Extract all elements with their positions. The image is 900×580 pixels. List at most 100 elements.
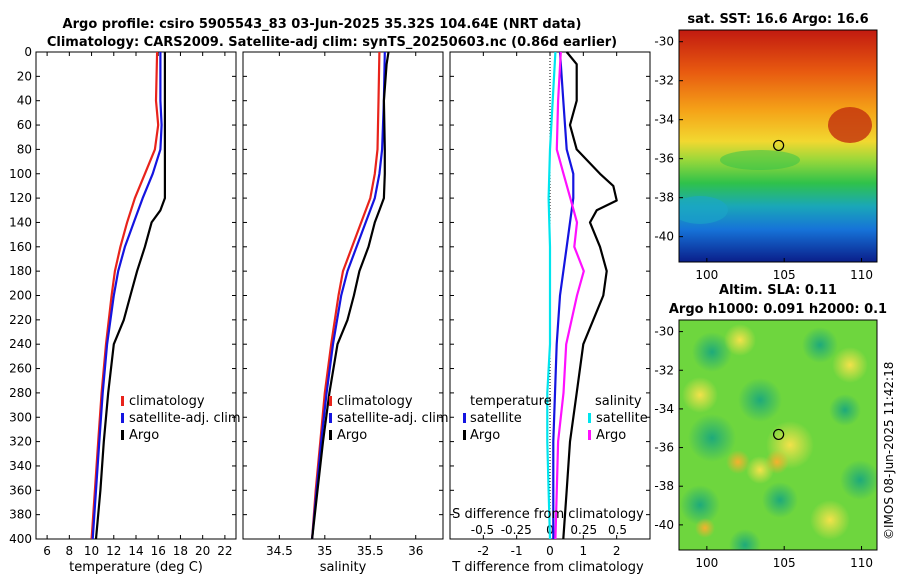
y-tick-label: 20 [17, 69, 32, 83]
x-tick-label: 16 [151, 544, 166, 558]
x-tick-label: 10 [84, 544, 99, 558]
sst-map-title: sat. SST: 16.6 Argo: 16.6 [687, 12, 868, 27]
lon-tick-label: 105 [773, 268, 796, 282]
y-tick-label: 120 [9, 191, 32, 205]
sla-map-frame [678, 319, 878, 551]
s-tick-label: -0.25 [501, 523, 532, 537]
x-tick-label: 20 [195, 544, 210, 558]
green-patch [720, 150, 800, 170]
lat-tick-label: -30 [654, 325, 674, 339]
sla-anomaly [840, 460, 877, 500]
lat-tick-label: -40 [654, 518, 674, 532]
salinity-axes [242, 51, 444, 540]
legend-label-climatology: climatology [337, 394, 413, 409]
y-tick-label: 340 [9, 459, 32, 473]
legend-title-temperature: temperature [470, 394, 552, 409]
s-tick-label: 0.5 [608, 523, 627, 537]
legend-swatch-t-argo [463, 430, 466, 440]
t-difference-axis: -2 -1 0 1 2 [477, 52, 620, 558]
series-argo [311, 51, 390, 540]
y-tick-label: 160 [9, 240, 32, 254]
legend-label-climatology: climatology [129, 394, 205, 409]
sla-anomaly [762, 482, 798, 518]
lon-tick-label: 110 [850, 556, 873, 570]
temperature-legend: climatology satellite-adj. clim Argo [121, 394, 241, 443]
y-tick-label: 80 [17, 142, 32, 156]
y-tick-label: 100 [9, 167, 32, 181]
series-t-argo [562, 51, 618, 540]
x-tick-label: 36 [408, 544, 423, 558]
series-argo [94, 52, 166, 540]
y-tick-label: 140 [9, 215, 32, 229]
x-tick-label: 34.5 [266, 544, 293, 558]
sst-field [679, 30, 877, 262]
sla-anomaly [724, 324, 756, 356]
lat-tick-label: -40 [654, 230, 674, 244]
salinity-legend: climatology satellite-adj. clim Argo [329, 394, 449, 443]
y-tick-label: 380 [9, 508, 32, 522]
legend-title-salinity: salinity [595, 394, 642, 409]
y-tick-label: 60 [17, 118, 32, 132]
y-tick-label: 40 [17, 94, 32, 108]
y-tick-label: 220 [9, 313, 32, 327]
legend-swatch-climatology [329, 396, 332, 406]
lat-tick-label: -34 [654, 113, 674, 127]
lon-tick-label: 110 [850, 268, 873, 282]
series-satellite-adj [311, 51, 386, 540]
cool-patch [679, 196, 728, 224]
depth-axis: 0 20 40 60 80 100 120 140 160 180 200 220 240 260 280 3… [9, 45, 236, 546]
sla-map: Altim. SLA: 0.11 Argo h1000: 0.091 h2000… [654, 283, 887, 570]
series-climatology [311, 51, 381, 540]
sla-anomaly [680, 485, 720, 525]
series-t-satellite [552, 51, 575, 539]
y-tick-label: 260 [9, 362, 32, 376]
title-line-1: Argo profile: csiro 5905543_83 03-Jun-20… [63, 17, 582, 32]
legend-label-t-argo: Argo [470, 428, 500, 443]
y-tick-label: 180 [9, 264, 32, 278]
x-tick-label: 35 [317, 544, 332, 558]
title-line-2: Climatology: CARS2009. Satellite-adj cli… [47, 35, 617, 50]
x-tick-label: -1 [511, 544, 523, 558]
lat-tick-label: -38 [654, 479, 674, 493]
temperature-axis: 6 8 10 12 14 16 18 20 22 [43, 52, 233, 558]
x-tick-label: 0 [546, 544, 554, 558]
legend-swatch-satellite [329, 413, 332, 423]
temperature-axes [35, 51, 237, 540]
sla-anomaly [682, 377, 718, 413]
lon-tick-label: 105 [773, 556, 796, 570]
series-s-satellite [546, 51, 557, 540]
sla-anomaly [729, 529, 761, 550]
sla-anomaly [726, 450, 750, 474]
s-difference-axis: -0.5 -0.25 0 0.25 0.5 [471, 523, 627, 537]
s-tick-label: -0.5 [471, 523, 494, 537]
lon-tick-label: 100 [695, 268, 718, 282]
sla-map-title-1: Altim. SLA: 0.11 [719, 283, 837, 298]
legend-swatch-s-satellite [588, 413, 591, 423]
legend-label-argo: Argo [337, 428, 367, 443]
sla-anomaly [738, 378, 782, 422]
x-tick-label: 1 [580, 544, 588, 558]
lat-tick-label: -34 [654, 402, 674, 416]
y-tick-label: 200 [9, 289, 32, 303]
warm-patch [828, 107, 872, 143]
sla-anomaly [829, 394, 861, 426]
sla-anomaly [695, 518, 715, 538]
legend-swatch-argo [329, 430, 332, 440]
legend-swatch-climatology [121, 396, 124, 406]
sla-anomaly [765, 450, 789, 474]
difference-panel: -2 -1 0 1 2 -0.5 -0.25 0 0.25 0.5 S difference f… [449, 51, 651, 575]
y-tick-label: 300 [9, 410, 32, 424]
salinity-panel: 34.5 35 35.5 36 salinity climatology satell… [242, 51, 449, 575]
sst-map: sat. SST: 16.6 Argo: 16.6 100 105 110 -30 -3… [654, 12, 878, 282]
temperature-panel: 0 20 40 60 80 100 120 140 160 180 200 220 240 260 280 3… [9, 45, 241, 575]
y-tick-label: 0 [24, 45, 32, 59]
x-tick-label: 18 [173, 544, 188, 558]
y-tick-label: 280 [9, 386, 32, 400]
legend-swatch-satellite [121, 413, 124, 423]
series-satellite-adj [91, 52, 163, 540]
lat-tick-label: -38 [654, 191, 674, 205]
x-tick-label: 35.5 [357, 544, 384, 558]
x-tick-label: 6 [43, 544, 51, 558]
argo-location-marker [773, 139, 785, 152]
